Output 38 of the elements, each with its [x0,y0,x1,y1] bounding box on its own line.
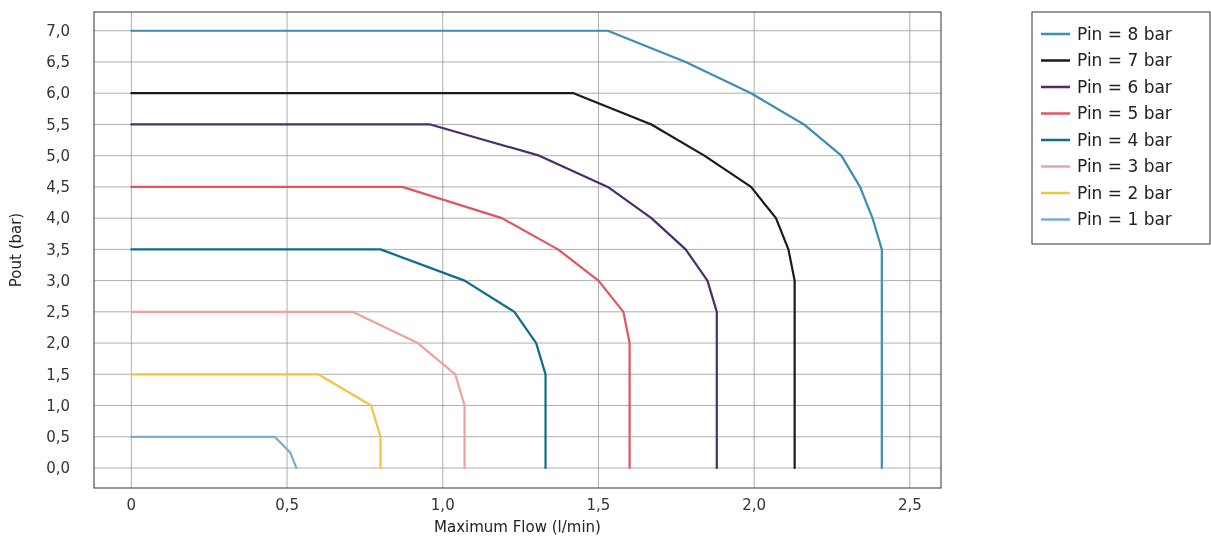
line-series [130,185,631,470]
y-tick-label: 4,5 [46,178,70,197]
legend-label: Pin = 3 bar [1077,156,1172,177]
x-tick-label: 1,0 [430,496,455,514]
line-series [130,248,547,470]
y-tick-label: 4,0 [46,209,70,228]
legend-label: Pin = 2 bar [1077,182,1172,203]
legend-label: Pin = 1 bar [1077,209,1172,230]
y-tick-label: 2,5 [46,303,70,322]
x-tick-label: 2,0 [742,496,767,514]
legend-label: Pin = 6 bar [1077,76,1172,97]
y-tick-label: 6,5 [46,53,70,72]
y-axis-title: Pout (bar) [7,212,25,288]
y-tick-label: 0,0 [46,459,70,478]
line-series [130,92,796,470]
y-tick-label: 1,5 [46,365,70,384]
y-tick-label: 5,5 [46,115,70,134]
line-series [130,373,382,470]
x-axis-title: Maximum Flow (l/min) [434,518,601,536]
x-tick-label: 1,5 [586,496,611,514]
y-tick-label: 6,0 [46,84,70,103]
y-tick-label: 1,0 [46,396,70,415]
line-series [130,310,466,470]
legend-label: Pin = 7 bar [1077,50,1172,71]
line-series [130,123,718,470]
x-tick-label: 0 [126,496,137,514]
legend-label: Pin = 5 bar [1077,103,1172,124]
legend-label: Pin = 8 bar [1077,23,1172,44]
y-tick-label: 2,0 [46,334,70,353]
x-tick-label: 2,5 [897,496,922,514]
y-tick-label: 5,0 [46,146,70,165]
legend-label: Pin = 4 bar [1077,129,1172,150]
y-tick-label: 7,0 [46,21,70,40]
y-tick-label: 3,5 [46,240,70,259]
y-tick-label: 3,0 [46,271,70,290]
y-tick-label: 0,5 [46,428,70,447]
x-tick-label: 0,5 [275,496,299,514]
line-series [130,29,883,470]
